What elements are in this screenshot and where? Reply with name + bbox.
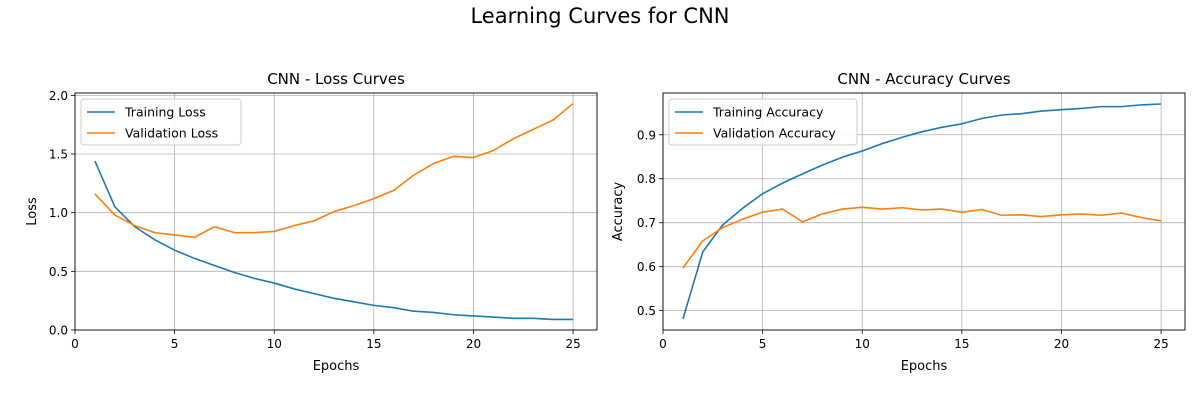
loss-legend-label: Training Loss [124, 105, 206, 120]
accuracy-y-tick-label: 0.5 [637, 304, 656, 318]
loss-x-tick-label: 5 [171, 337, 179, 351]
loss-y-tick-label: 0.5 [49, 265, 68, 279]
loss-chart-title: CNN - Loss Curves [267, 70, 405, 88]
accuracy-y-tick-label: 0.7 [637, 216, 656, 230]
loss-legend-box [80, 98, 242, 146]
accuracy-series-line-validation [682, 206, 1162, 269]
loss-y-tick-label: 2.0 [49, 89, 68, 103]
accuracy-chart-title: CNN - Accuracy Curves [837, 70, 1010, 88]
loss-x-axis-label: Epochs [313, 359, 360, 374]
accuracy-legend-box [668, 98, 858, 146]
accuracy-y-tick-label: 0.6 [637, 260, 656, 274]
loss-x-tick-label: 25 [565, 337, 580, 351]
loss-y-tick-label: 1.5 [49, 148, 68, 162]
loss-x-tick-label: 0 [71, 337, 79, 351]
loss-legend-label: Validation Loss [125, 126, 218, 141]
accuracy-x-tick-label: 25 [1153, 337, 1168, 351]
loss-x-tick-label: 10 [267, 337, 282, 351]
accuracy-x-tick-label: 15 [954, 337, 969, 351]
accuracy-x-tick-label: 0 [659, 337, 667, 351]
loss-y-tick-label: 1.0 [49, 206, 68, 220]
accuracy-y-tick-label: 0.9 [637, 128, 656, 142]
accuracy-legend-label: Validation Accuracy [713, 126, 836, 141]
accuracy-axes-frame [662, 92, 1186, 331]
loss-y-tick-label: 0.0 [49, 324, 68, 338]
loss-axes-frame [74, 92, 598, 331]
loss-chart: 0 5 10 15 20 25 0.0 0.5 1.0 1.5 2.0 CNN - Loss Curv… [25, 70, 598, 374]
accuracy-x-axis-label: Epochs [901, 359, 948, 374]
accuracy-x-tick-label: 5 [759, 337, 767, 351]
figure-title: Learning Curves for CNN [470, 4, 730, 28]
accuracy-chart: 0 5 10 15 20 25 0.5 0.6 0.7 0.8 0.9 CNN - Accuracy … [611, 70, 1186, 374]
accuracy-x-tick-label: 10 [855, 337, 870, 351]
loss-x-tick-label: 20 [466, 337, 481, 351]
accuracy-y-axis-label: Accuracy [611, 182, 626, 242]
accuracy-y-tick-label: 0.8 [637, 172, 656, 186]
accuracy-legend-label: Training Accuracy [712, 105, 824, 120]
loss-y-axis-label: Loss [25, 197, 40, 226]
loss-series-line-training [94, 160, 574, 321]
loss-x-tick-label: 15 [366, 337, 381, 351]
loss-series-line-validation [94, 102, 574, 239]
accuracy-x-tick-label: 20 [1054, 337, 1069, 351]
accuracy-series-line-training [682, 103, 1162, 320]
